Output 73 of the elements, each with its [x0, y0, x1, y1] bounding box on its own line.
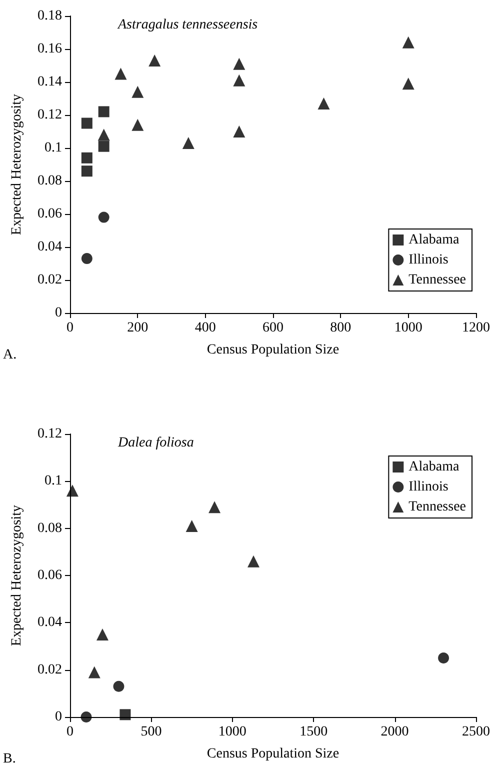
point [81, 118, 92, 129]
point [80, 712, 92, 722]
point [402, 78, 414, 90]
legend-label: Alabama [408, 232, 460, 248]
y-tick-label: 0.02 [38, 272, 62, 288]
x-tick-label: 1000 [218, 724, 246, 740]
y-tick-label: 0.04 [38, 240, 62, 254]
x-tick-label: 600 [262, 320, 284, 336]
x-tick-label: 0 [66, 724, 74, 740]
y-tick-label: 0.16 [38, 42, 62, 56]
legend-label: Alabama [408, 460, 460, 474]
point [88, 666, 100, 678]
point [132, 86, 144, 98]
y-tick-label: 0.04 [38, 615, 62, 630]
point [96, 628, 108, 640]
legend-label: Tennessee [408, 500, 466, 514]
y-tick-label: 0.08 [38, 174, 62, 188]
point [66, 484, 78, 497]
y-tick-label: 0.1 [44, 474, 62, 489]
point [132, 118, 144, 131]
point [208, 501, 221, 514]
y-tick-label: 0.1 [44, 140, 62, 156]
legend-label: Illinois [408, 252, 448, 268]
annotation: Dalea foliosa [117, 436, 194, 450]
y-tick-label: 0.06 [38, 568, 62, 583]
point [186, 520, 198, 532]
point [98, 212, 110, 223]
legend-label: Illinois [408, 480, 448, 494]
point [233, 58, 246, 70]
x-axis-title: Census Population Size [206, 342, 340, 358]
y-tick-label: 0.12 [38, 426, 62, 442]
x-tick-label: 1000 [394, 320, 422, 336]
x-axis-title: Census Population Size [206, 746, 340, 762]
x-tick-label: 1200 [462, 320, 490, 336]
x-tick-label: 400 [194, 320, 216, 336]
point [120, 709, 131, 720]
x-tick-label: 800 [330, 320, 352, 336]
point [318, 97, 330, 110]
point [438, 652, 450, 664]
y-axis-title: Expected Heterozygosity [10, 504, 24, 646]
point [98, 140, 110, 152]
point [81, 152, 92, 164]
point [248, 555, 260, 568]
y-tick-label: 0.14 [38, 74, 62, 90]
text: B. [3, 752, 16, 766]
y-tick-label: 0 [55, 710, 62, 724]
point [233, 74, 246, 86]
y-tick-label: 0.02 [38, 662, 62, 678]
y-tick-label: 0.12 [38, 108, 62, 122]
point [81, 166, 92, 177]
point [402, 36, 414, 48]
legend-label: Tennessee [408, 272, 466, 288]
point [148, 54, 161, 67]
point [98, 106, 110, 118]
annotation: Astragalus tennesseensis [117, 18, 258, 32]
y-tick-label: 0.06 [38, 206, 62, 222]
y-tick-label: 0.08 [38, 520, 62, 536]
x-tick-label: 500 [140, 724, 162, 740]
x-tick-label: 200 [127, 320, 148, 336]
point [233, 126, 246, 138]
text: A. [3, 348, 17, 362]
y-tick-label: 0.18 [38, 8, 62, 24]
x-tick-label: 2000 [380, 724, 409, 740]
point [114, 68, 127, 80]
x-tick-label: 0 [66, 320, 74, 336]
x-tick-label: 2500 [462, 724, 490, 740]
x-tick-label: 1500 [300, 724, 328, 740]
point [98, 128, 110, 141]
y-axis-title: Expected Heterozygosity [10, 94, 24, 236]
point [182, 137, 194, 150]
point [113, 680, 124, 692]
y-tick-label: 0 [55, 306, 62, 320]
point [81, 253, 92, 264]
